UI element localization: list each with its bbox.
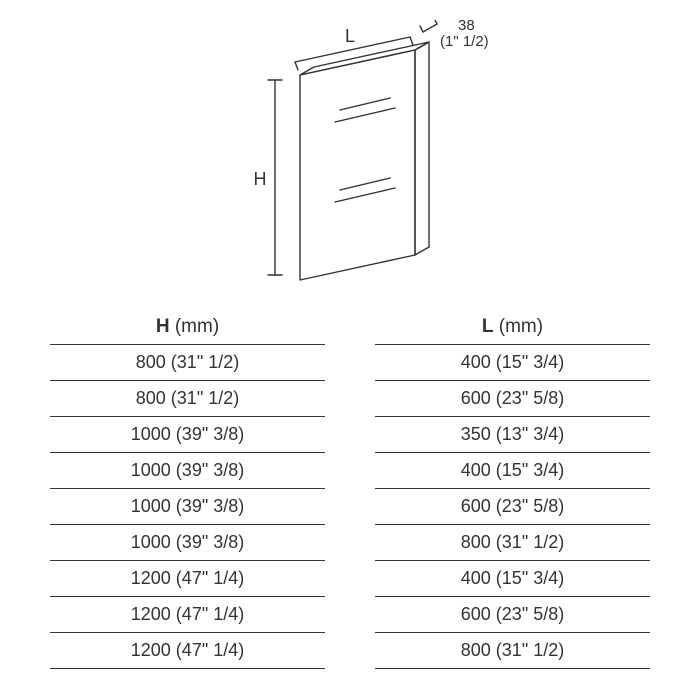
header-h: H (mm) bbox=[50, 310, 325, 345]
table-row: 800 (31" 1/2) bbox=[50, 381, 325, 417]
table-row: 1200 (47" 1/4) bbox=[50, 597, 325, 633]
table-row: 1200 (47" 1/4) bbox=[50, 633, 325, 669]
header-h-unit: (mm) bbox=[170, 316, 220, 337]
table-row: 800 (31" 1/2) bbox=[375, 633, 650, 669]
table-row: 1000 (39" 3/8) bbox=[50, 417, 325, 453]
isometric-diagram: H L 38 (1" 1/2) bbox=[50, 20, 650, 300]
table-row: 600 (23" 5/8) bbox=[375, 489, 650, 525]
table-row: 1000 (39" 3/8) bbox=[50, 525, 325, 561]
table-row: 600 (23" 5/8) bbox=[375, 381, 650, 417]
label-depth-mm: 38 bbox=[458, 20, 475, 34]
label-l: L bbox=[345, 26, 355, 46]
label-depth-in: (1" 1/2) bbox=[440, 33, 489, 50]
header-l-unit: (mm) bbox=[494, 316, 544, 337]
table-row: 400 (15" 3/4) bbox=[375, 453, 650, 489]
header-l: L (mm) bbox=[375, 310, 650, 345]
table-row: 400 (15" 3/4) bbox=[375, 561, 650, 597]
table-row: 1200 (47" 1/4) bbox=[50, 561, 325, 597]
dimension-tables: H (mm) 800 (31" 1/2) 800 (31" 1/2) 1000 … bbox=[50, 310, 650, 669]
table-row: 600 (23" 5/8) bbox=[375, 597, 650, 633]
table-row: 350 (13" 3/4) bbox=[375, 417, 650, 453]
table-row: 1000 (39" 3/8) bbox=[50, 453, 325, 489]
table-row: 800 (31" 1/2) bbox=[50, 345, 325, 381]
column-l: L (mm) 400 (15" 3/4) 600 (23" 5/8) 350 (… bbox=[375, 310, 650, 669]
label-h: H bbox=[254, 169, 267, 189]
panel-svg: H L 38 (1" 1/2) bbox=[180, 20, 520, 290]
header-h-symbol: H bbox=[156, 316, 170, 337]
table-row: 1000 (39" 3/8) bbox=[50, 489, 325, 525]
header-l-symbol: L bbox=[482, 316, 494, 337]
table-row: 800 (31" 1/2) bbox=[375, 525, 650, 561]
column-h: H (mm) 800 (31" 1/2) 800 (31" 1/2) 1000 … bbox=[50, 310, 325, 669]
table-row: 400 (15" 3/4) bbox=[375, 345, 650, 381]
